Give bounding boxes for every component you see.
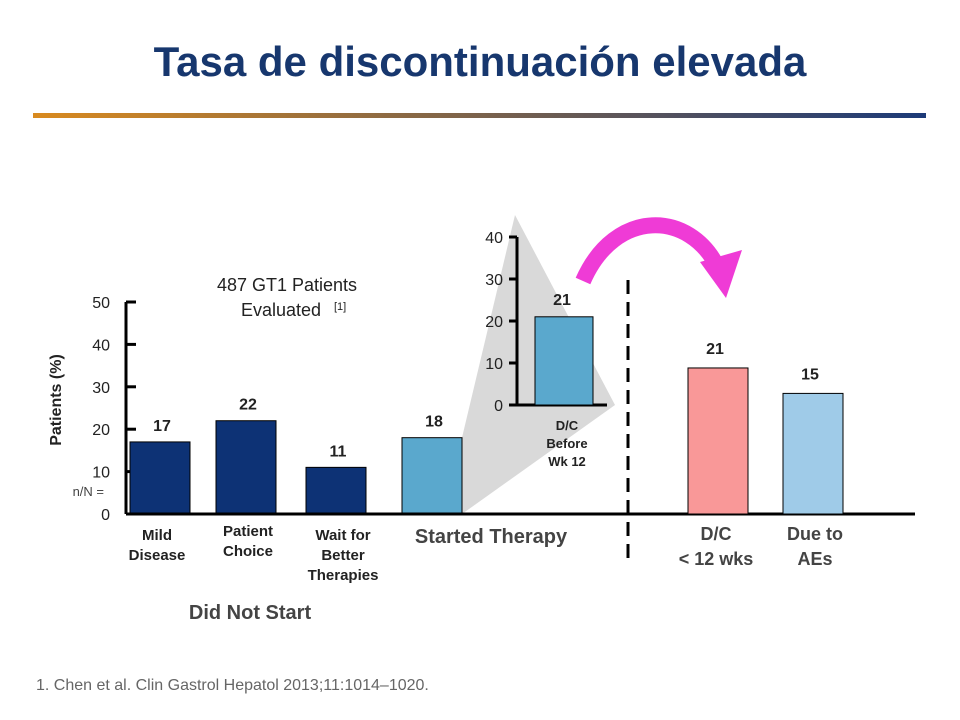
curved-arrow-head-icon (700, 250, 742, 298)
main-y-tick-label-3: 30 (92, 380, 110, 397)
inset-y-tick-label-3: 30 (485, 272, 503, 289)
n-over-n-label: n/N = (73, 484, 104, 499)
right-bar-value-1: 15 (801, 366, 819, 383)
inset-y-tick-label-2: 20 (485, 314, 503, 331)
right-category-0-line-0: D/C (701, 524, 732, 544)
main-category-1-line-0: Patient (223, 523, 273, 540)
main-bar-1 (215, 420, 277, 515)
inset-category-0-line-0: D/C (556, 418, 579, 433)
main-bar-2 (305, 466, 367, 515)
main-category-3-line-0: Started Therapy (415, 526, 568, 548)
inset-y-tick-label-4: 40 (485, 230, 503, 247)
inset-y-tick-label-1: 10 (485, 356, 503, 373)
page-title: Tasa de discontinuación elevada (153, 38, 807, 85)
main-y-tick-label-1: 10 (92, 465, 110, 482)
inset-y-tick-label-0: 0 (494, 398, 503, 415)
right-bar-value-0: 21 (706, 341, 724, 358)
footnote: 1. Chen et al. Clin Gastrol Hepatol 2013… (36, 677, 429, 694)
main-bar-value-0: 17 (153, 418, 171, 435)
main-category-2-line-0: Wait for (315, 527, 370, 544)
main-bar-value-3: 18 (425, 414, 443, 431)
inset-category-0-line-2: Wk 12 (548, 454, 586, 469)
main-category-0-line-1: Disease (129, 547, 186, 564)
evaluated-annotation-line-1: Evaluated (241, 300, 321, 320)
main-y-axis-label: Patients (%) (48, 354, 65, 446)
right-bar-1 (782, 392, 844, 515)
main-category-0-line-0: Mild (142, 527, 172, 544)
main-y-tick-label-0: 0 (101, 507, 110, 524)
inset-bar-0 (534, 316, 594, 406)
right-category-0-line-1: < 12 wks (679, 549, 754, 569)
main-y-tick-label-4: 40 (92, 337, 110, 354)
inset-category-0-line-1: Before (546, 436, 587, 451)
curved-arrow-icon (575, 217, 726, 285)
main-bar-value-1: 22 (239, 397, 257, 414)
right-category-1-line-0: Due to (787, 524, 843, 544)
main-bar-3 (401, 437, 463, 515)
group-label-did-not-start: Did Not Start (189, 602, 312, 624)
right-category-1-line-1: AEs (797, 549, 832, 569)
evaluated-annotation-line-0: 487 GT1 Patients (217, 275, 357, 295)
main-category-2-line-2: Therapies (308, 567, 379, 584)
main-category-2-line-1: Better (321, 547, 365, 564)
title-divider (33, 113, 926, 118)
right-bar-0 (687, 367, 749, 515)
main-y-tick-label-5: 50 (92, 295, 110, 312)
evaluated-annotation-ref: [1] (334, 301, 346, 313)
inset-bar-value-0: 21 (553, 292, 571, 309)
main-category-1-line-1: Choice (223, 543, 273, 560)
main-bar-value-2: 11 (330, 443, 347, 460)
main-y-tick-label-2: 20 (92, 422, 110, 439)
main-bar-0 (129, 441, 191, 515)
